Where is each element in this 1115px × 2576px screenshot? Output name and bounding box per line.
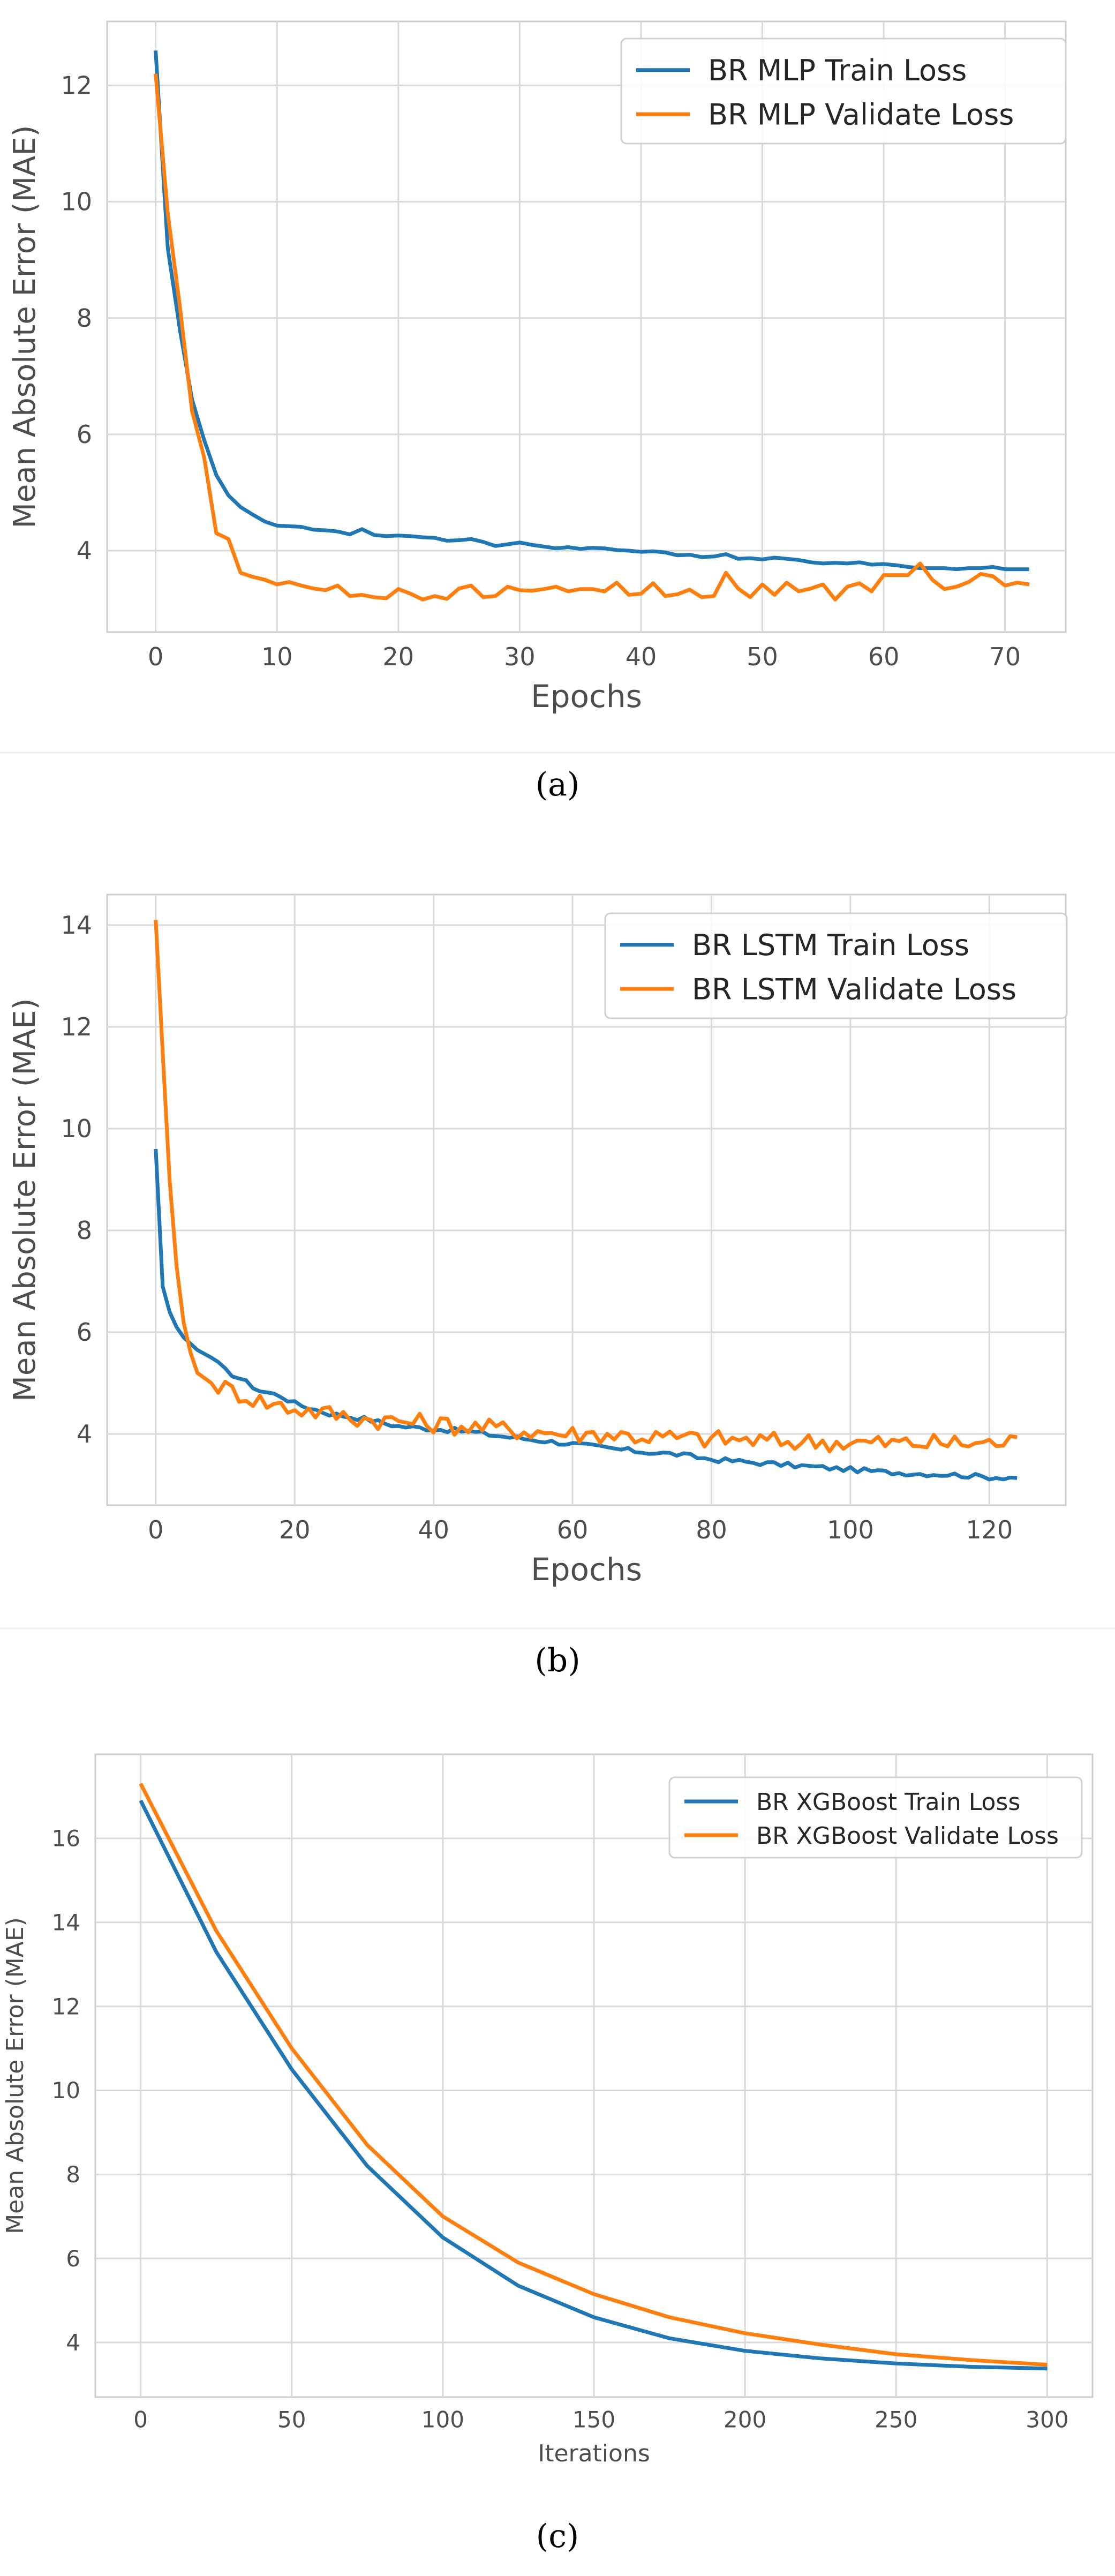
y-tick-label: 10 bbox=[61, 187, 92, 216]
legend-label: BR MLP Train Loss bbox=[708, 54, 967, 87]
panel-caption: (c) bbox=[536, 2518, 579, 2555]
panel-caption: (b) bbox=[534, 1642, 580, 1679]
series-line-1 bbox=[139, 1783, 1048, 2367]
series-line-0 bbox=[154, 1148, 1018, 1482]
y-tick-label: 8 bbox=[66, 2161, 80, 2188]
panel-caption: (a) bbox=[536, 766, 580, 803]
x-tick-label: 30 bbox=[504, 642, 536, 671]
chart-0: 0 10 20 30 40 50 60 70 4 6 8 10 12 Epochs Mean Absolut… bbox=[0, 20, 1115, 803]
y-tick-label: 6 bbox=[77, 1318, 92, 1347]
x-axis-label: Epochs bbox=[531, 678, 642, 715]
x-axis-label: Iterations bbox=[538, 2440, 650, 2467]
y-axis-label: Mean Absolute Error (MAE) bbox=[7, 125, 42, 529]
legend-label: BR XGBoost Validate Loss bbox=[756, 1822, 1059, 1850]
series-line-1 bbox=[154, 73, 1030, 602]
x-tick-label: 150 bbox=[572, 2407, 615, 2433]
x-tick-label: 100 bbox=[421, 2407, 464, 2433]
y-tick-label: 10 bbox=[61, 1114, 92, 1143]
y-tick-label: 4 bbox=[77, 536, 92, 565]
y-tick-label: 14 bbox=[52, 1909, 80, 1935]
x-tick-label: 50 bbox=[747, 642, 778, 671]
x-tick-label: 70 bbox=[989, 642, 1021, 671]
y-tick-label: 6 bbox=[66, 2245, 80, 2272]
x-tick-label: 40 bbox=[418, 1515, 449, 1544]
x-tick-label: 40 bbox=[626, 642, 657, 671]
x-tick-label: 250 bbox=[875, 2407, 917, 2433]
legend-box bbox=[668, 1776, 1083, 1859]
y-tick-label: 12 bbox=[61, 71, 92, 100]
series-line-1 bbox=[154, 920, 1018, 1454]
legend-label: BR LSTM Train Loss bbox=[692, 928, 969, 962]
legend-label: BR LSTM Validate Loss bbox=[692, 973, 1016, 1007]
x-tick-label: 0 bbox=[148, 642, 163, 671]
y-tick-label: 6 bbox=[77, 420, 92, 449]
x-tick-label: 20 bbox=[383, 642, 415, 671]
series-line-0 bbox=[139, 1799, 1048, 2371]
x-tick-label: 60 bbox=[557, 1515, 589, 1544]
y-tick-label: 10 bbox=[52, 2077, 80, 2104]
x-tick-label: 120 bbox=[966, 1515, 1013, 1544]
series-line-0 bbox=[154, 50, 1029, 572]
y-tick-label: 12 bbox=[52, 1993, 80, 2019]
y-tick-label: 12 bbox=[61, 1012, 92, 1041]
y-tick-label: 4 bbox=[66, 2330, 80, 2356]
y-axis-label: Mean Absolute Error (MAE) bbox=[7, 998, 42, 1402]
x-tick-label: 10 bbox=[261, 642, 293, 671]
x-tick-label: 0 bbox=[133, 2407, 148, 2433]
x-axis-label: Epochs bbox=[531, 1551, 642, 1588]
x-tick-label: 300 bbox=[1026, 2407, 1068, 2433]
y-tick-label: 16 bbox=[52, 1826, 80, 1852]
legend-label: BR XGBoost Train Loss bbox=[756, 1789, 1020, 1816]
chart-1: 0 20 40 60 80 100 120 4 6 8 10 12 14 Epochs Mean Absol… bbox=[0, 893, 1115, 1679]
x-tick-label: 200 bbox=[724, 2407, 766, 2433]
legend-box bbox=[604, 912, 1068, 1019]
x-tick-label: 0 bbox=[148, 1515, 163, 1544]
x-tick-label: 100 bbox=[827, 1515, 874, 1544]
y-axis-label: Mean Absolute Error (MAE) bbox=[2, 1917, 29, 2234]
y-tick-label: 4 bbox=[77, 1420, 92, 1448]
y-tick-label: 8 bbox=[77, 1216, 92, 1245]
x-tick-label: 60 bbox=[868, 642, 900, 671]
chart-2: 0 50 100 150 200 250 300 4 6 8 10 12 14 16 Iterations M… bbox=[2, 1753, 1094, 2555]
y-tick-label: 8 bbox=[77, 304, 92, 333]
legend-label: BR MLP Validate Loss bbox=[708, 98, 1014, 132]
y-tick-label: 14 bbox=[61, 911, 92, 940]
x-tick-label: 80 bbox=[696, 1515, 727, 1544]
x-tick-label: 50 bbox=[277, 2407, 306, 2433]
x-tick-label: 20 bbox=[279, 1515, 311, 1544]
legend-box bbox=[620, 37, 1067, 145]
